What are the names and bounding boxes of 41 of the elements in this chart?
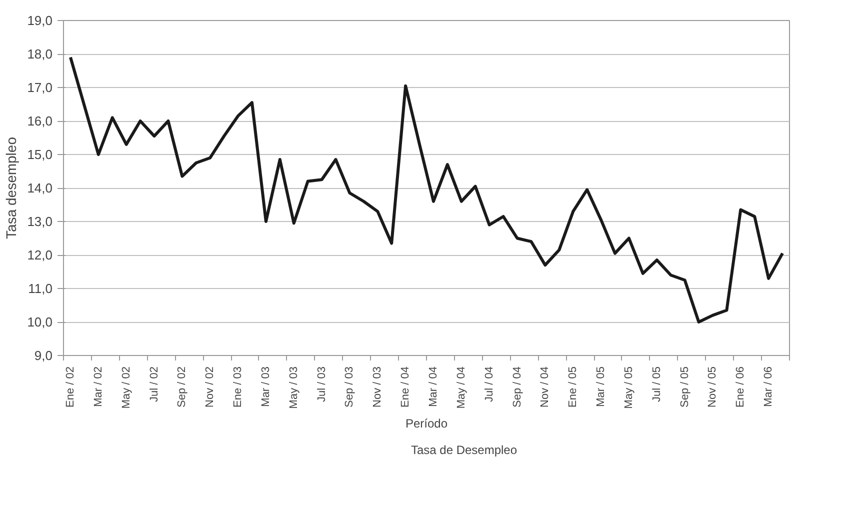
x-tick-label: Sep / 05 — [678, 366, 691, 408]
x-tick-label: May / 02 — [120, 366, 132, 409]
x-tick-label: Jul / 03 — [316, 366, 328, 402]
y-axis-title: Tasa desempleo — [3, 136, 20, 239]
y-tick-label: 18,0 — [27, 46, 53, 62]
y-tick-label: 19,0 — [27, 13, 53, 28]
x-axis-title: Período — [405, 416, 448, 431]
x-tick-label: Sep / 02 — [176, 366, 188, 408]
y-tick-label: 9,0 — [34, 348, 53, 363]
x-tick-label: Ene / 06 — [734, 366, 747, 408]
x-tick-label: Mar / 04 — [427, 366, 440, 407]
x-tick-label: Nov / 05 — [706, 366, 719, 408]
y-tick-label: 13,0 — [27, 214, 53, 229]
x-tick-label: Nov / 04 — [539, 366, 552, 408]
x-tick-label: Mar / 03 — [260, 366, 272, 407]
x-tick-label: May / 04 — [455, 366, 468, 409]
x-tick-label: Nov / 02 — [204, 366, 216, 408]
y-tick-label: 16,0 — [27, 114, 53, 128]
line-series — [68, 56, 784, 324]
x-tick-label: Jul / 04 — [483, 366, 496, 402]
y-tick-label: 15,0 — [27, 147, 53, 162]
x-tick-label: Sep / 03 — [344, 366, 356, 408]
text: Tasa de Desempleo — [410, 443, 518, 457]
x-tick-label: Nov / 03 — [372, 366, 384, 408]
y-tick-label: 10,0 — [27, 314, 53, 330]
y-tick-label: 12,0 — [27, 248, 53, 262]
x-tick-label: Ene / 03 — [232, 366, 244, 408]
x-tick-label: May / 05 — [622, 366, 635, 409]
y-tick-label: 17,0 — [27, 80, 53, 95]
x-tick-label: May / 03 — [288, 366, 300, 409]
x-tick-label: Ene / 04 — [400, 366, 412, 408]
x-tick-label: Mar / 02 — [92, 366, 104, 407]
x-tick-label: Sep / 04 — [511, 366, 524, 408]
x-tick-label: Jul / 02 — [148, 366, 160, 402]
y-tick-label: 11,0 — [28, 281, 53, 296]
x-tick-label: Mar / 06 — [762, 366, 775, 407]
y-tick-label: 14,0 — [27, 180, 53, 196]
x-tick-label: Mar / 05 — [595, 366, 608, 407]
x-tick-label: Ene / 02 — [64, 366, 76, 408]
x-tick-label: Ene / 05 — [567, 366, 580, 408]
x-tick-label: Jul / 05 — [650, 366, 663, 402]
